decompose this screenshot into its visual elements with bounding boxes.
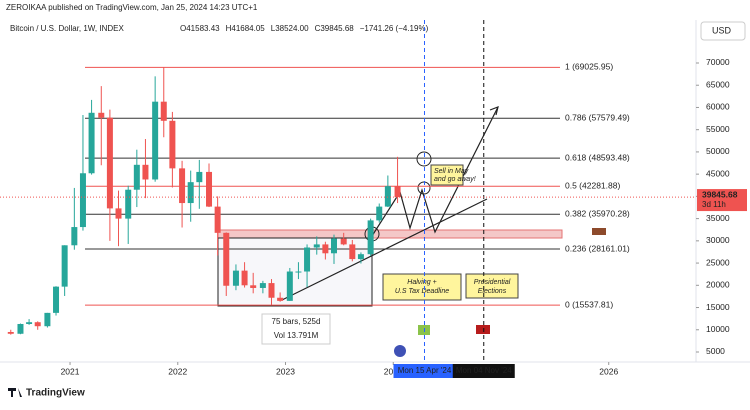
y-tick-label: 55000 [706,124,730,134]
event-date: Mon 15 Apr '24 [398,366,452,375]
candle-body [268,283,275,298]
candle-body [295,271,302,273]
y-tick-label: 70000 [706,57,730,67]
x-tick-label: 2026 [599,366,618,376]
measure-label: Vol 13.791M [274,331,319,340]
footer-logo: TradingView [26,388,85,399]
y-tick-label: 65000 [706,79,730,89]
ohlc-value: H41684.05 [226,24,266,33]
event-date-box [393,364,456,378]
candle-body [98,112,105,118]
fib-label: 0.5 (42281.88) [565,180,620,190]
ohlc-value: −1741.26 (−4.19%) [360,24,429,33]
candle-body [223,232,230,286]
candle-body [322,244,329,254]
countdown: 3d 11h [702,200,726,209]
candle-body [259,283,266,288]
candle-body [340,238,347,245]
candle-body [34,322,41,327]
candle-body [142,164,149,180]
candle-body [206,171,213,207]
candle-body [125,189,132,219]
fib-label: 1 (69025.95) [565,62,613,72]
y-tick-label: 5000 [706,346,725,356]
annotation: U.S Tax Deadline [395,288,449,295]
annotation: Halving + [407,279,436,286]
y-tick-label: 20000 [706,280,730,290]
candle-body [17,323,24,334]
y-tick-label: 35000 [706,213,730,223]
candle-body [304,247,311,272]
candle-body [196,171,203,183]
ohlc-value: L38524.00 [271,24,309,33]
y-tick-label: 45000 [706,168,730,178]
fib-label: 0 (15537.81) [565,299,613,309]
annotation: Presidential [474,279,511,286]
y-tick-label: 60000 [706,102,730,112]
event-date-box [452,364,515,378]
candle-body [277,297,284,301]
candle-body [71,227,78,246]
candle-body [357,254,364,260]
last-price: 39845.68 [702,189,738,199]
candle-body [187,182,194,204]
fib-label: 0.618 (48593.48) [565,152,630,162]
fib-label: 0.236 (28161.01) [565,243,630,253]
symbol-title: Bitcoin / U.S. Dollar, 1W, INDEX [10,24,124,33]
candle-body [44,312,51,327]
x-tick-label: 2021 [61,366,80,376]
candle-body [232,270,239,286]
x-tick-label: 2023 [276,366,295,376]
candle-body [88,112,95,174]
candle-body [160,101,167,121]
currency-button[interactable]: USD [712,25,732,35]
y-tick-label: 15000 [706,302,730,312]
candle-body [384,186,391,207]
candle-body [7,331,14,334]
candle-body [286,271,293,301]
candle-body [53,286,60,313]
y-tick-label: 50000 [706,146,730,156]
candle-body [26,322,33,324]
x-tick-label: 2022 [168,366,187,376]
header: ZEROIKAA published on TradingView.com, J… [6,3,258,12]
fib-label: 0.382 (35970.28) [565,209,630,219]
candle-body [330,238,337,254]
annotation: and go away! [434,176,476,183]
candle-body [133,164,140,190]
candle-body [115,208,122,219]
candle-body [349,244,356,260]
candle-body [376,206,383,221]
candle-body [61,245,68,287]
candle-body [250,285,257,288]
candle-body [179,168,186,204]
candle-body [367,220,374,255]
candle-body [394,186,401,198]
candle-body [214,206,221,233]
candle-body [79,173,86,228]
x-tick-label: 2024 [384,366,403,376]
ohlc-value: C39845.68 [315,24,355,33]
candle-body [169,120,176,169]
fib-label: 0.786 (57579.49) [565,112,630,122]
annotation: Sell in May [434,168,469,175]
measure-label: 75 bars, 525d [272,317,321,326]
candle-body [313,244,320,248]
y-tick-label: 25000 [706,257,730,267]
last-price-box [697,189,747,212]
candle-body [106,117,113,209]
candle-body [241,270,248,286]
candle-body [152,101,159,180]
ohlc-value: O41583.43 [180,24,220,33]
y-tick-label: 10000 [706,324,730,334]
annotation: Elections [478,288,507,295]
y-tick-label: 30000 [706,235,730,245]
event-date: Mon 04 Nov '24 [456,366,512,375]
